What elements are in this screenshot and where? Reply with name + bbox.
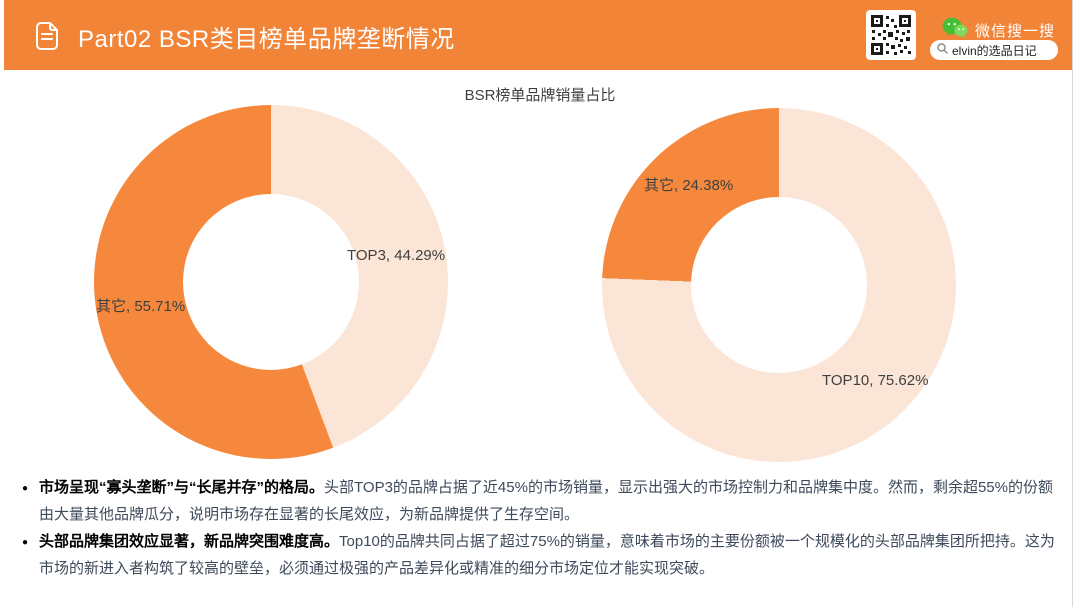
search-input[interactable]: elvin的选品日记 [930, 40, 1058, 60]
document-icon [33, 21, 61, 56]
data-label-others: 其它, 24.38% [644, 177, 734, 194]
analysis-notes: 市场呈现“寡头垄断”与“长尾并存”的格局。头部TOP3的品牌占据了近45%的市场… [22, 474, 1058, 582]
page-right-border [1072, 0, 1073, 607]
header-bar: Part02 BSR类目榜单品牌垄断情况 [4, 0, 1072, 70]
donut-hole [183, 194, 359, 370]
page-title: Part02 BSR类目榜单品牌垄断情况 [78, 26, 455, 53]
chart-title: BSR榜单品牌销量占比 [464, 87, 616, 104]
wechat-search-label: 微信搜一搜 [975, 23, 1056, 40]
data-label-top10: TOP10, 75.62% [822, 372, 929, 389]
note-text: 头部TOP3的品牌占据了近45%的市场销量，显示出强大的市场控制力和品牌集中度。… [39, 479, 1053, 523]
search-input-value: elvin的选品日记 [952, 43, 1037, 58]
wechat-icon [942, 17, 968, 44]
wechat-search-brand: 微信搜一搜 [942, 17, 1055, 44]
donut-chart-top3: TOP3, 44.29% 其它, 55.71% [94, 105, 448, 459]
donut-hole [691, 197, 867, 373]
donut-chart-top10: 其它, 24.38% TOP10, 75.62% [602, 108, 956, 462]
qr-code [866, 10, 916, 60]
note-bold: 市场呈现“寡头垄断”与“长尾并存”的格局。 [39, 479, 325, 496]
note-item: 市场呈现“寡头垄断”与“长尾并存”的格局。头部TOP3的品牌占据了近45%的市场… [22, 474, 1058, 528]
data-label-top3: TOP3, 44.29% [347, 247, 446, 264]
note-bold: 头部品牌集团效应显著，新品牌突围难度高。 [39, 533, 340, 550]
data-label-others: 其它, 55.71% [96, 298, 186, 315]
note-item: 头部品牌集团效应显著，新品牌突围难度高。Top10的品牌共同占据了超过75%的销… [22, 528, 1058, 582]
search-icon [937, 43, 948, 57]
note-text: Top10的品牌共同占据了超过75%的销量，意味着市场的主要份额被一个规模化的头… [39, 533, 1055, 577]
